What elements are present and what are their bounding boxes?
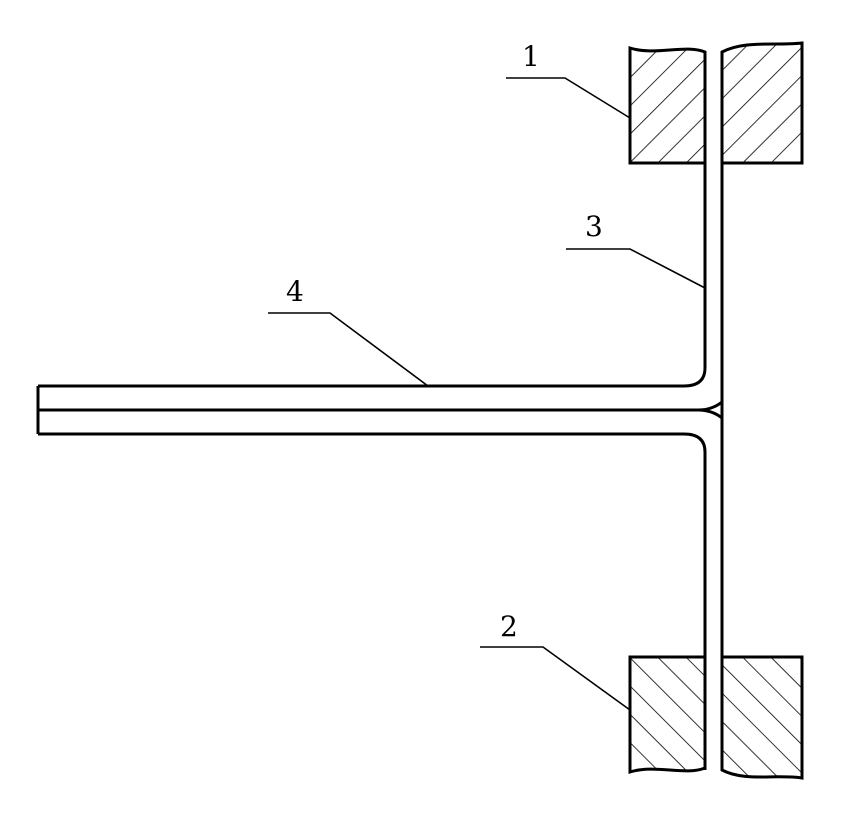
sheet-center-seam — [38, 400, 723, 412]
label-1: 1 — [522, 40, 540, 73]
leader-lines — [268, 77, 706, 711]
leader-1 — [506, 77, 631, 119]
leader-4 — [268, 312, 429, 387]
label-2: 2 — [500, 610, 518, 643]
sheet-lower-inner-edge — [38, 432, 707, 770]
leader-2 — [480, 646, 631, 711]
sheet-center-seam-lower — [697, 408, 723, 420]
clamp-block-bottom — [628, 655, 804, 780]
clamp-bottom-left-half — [628, 655, 707, 775]
leader-3 — [566, 248, 706, 289]
clamp-bottom-right-half — [720, 655, 804, 780]
clamp-block-top — [628, 41, 804, 165]
sheet-profile — [36, 52, 724, 770]
label-4: 4 — [286, 275, 304, 308]
clamp-top-left-half — [628, 45, 707, 165]
label-3: 3 — [585, 210, 603, 243]
clamp-top-right-half — [720, 41, 804, 165]
sheet-upper-inner-edge — [38, 52, 707, 388]
